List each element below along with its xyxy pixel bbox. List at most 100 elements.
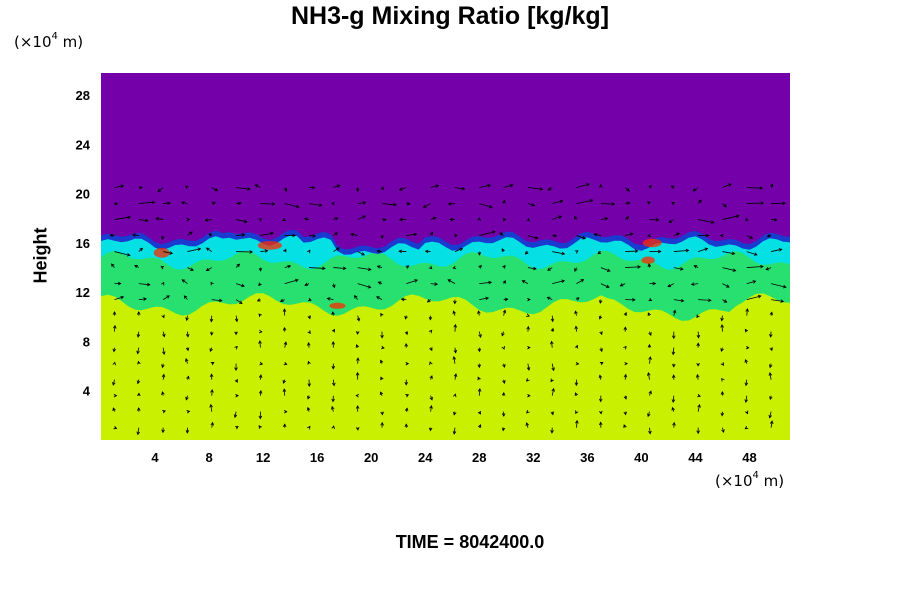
wind-arrow [235,393,239,398]
y-tick-label: 28 [76,88,90,103]
wind-arrow [477,424,482,428]
wind-arrow [134,264,140,269]
wind-arrow [477,251,482,256]
wind-arrow [259,361,264,366]
wind-arrow [671,331,676,340]
wind-arrow [112,361,117,366]
wind-arrow [307,425,311,430]
wind-arrow [746,235,754,239]
wind-arrow [575,297,580,301]
wind-arrow [623,326,628,332]
wind-arrow [547,267,553,271]
wind-arrow [720,315,724,322]
wind-arrow [600,216,609,221]
wind-arrow [479,203,493,209]
wind-arrow [722,299,728,303]
wind-arrow [209,347,213,352]
x-tick-label: 28 [472,450,486,465]
wind-arrow [406,279,419,284]
wind-arrow [771,201,787,206]
wind-arrow [205,267,212,272]
wind-arrow [745,345,750,350]
wind-arrow [332,283,336,289]
wind-arrow [769,331,773,338]
wind-arrow [405,394,410,398]
wind-arrow [697,403,701,412]
wind-arrow [429,405,433,412]
wind-arrow [449,217,455,222]
wind-arrow [477,217,481,222]
wind-arrow [209,373,214,380]
wind-arrow [527,393,531,398]
wind-arrow [671,347,676,356]
wind-arrow [138,200,156,205]
x-tick-label: 32 [526,450,540,465]
wind-arrow [304,217,310,221]
wind-arrow [258,411,263,420]
wind-arrow [355,344,360,348]
wind-arrow [404,407,409,412]
wind-arrow [647,372,651,380]
wind-arrow [546,296,553,300]
wind-arrow [526,313,530,317]
wind-arrow [282,326,287,332]
x-tick-label: 24 [418,450,433,465]
wind-arrow [283,361,288,366]
wind-arrow [479,183,492,188]
wind-arrow [768,372,773,380]
wind-arrow [429,375,433,380]
wind-arrow [671,406,675,412]
wind-arrow [307,379,312,387]
wind-arrow [673,267,684,271]
wind-arrow [357,283,372,289]
wind-arrow [623,395,628,400]
y-unit-label: (×104 m) [14,31,84,51]
y-tick-label: 4 [83,384,91,399]
wind-arrow [649,249,662,254]
wind-arrow [672,421,676,428]
wind-arrow [598,315,603,320]
x-tick-label: 44 [688,450,703,465]
wind-arrow [696,427,700,435]
wind-arrow [258,425,262,429]
wind-arrow [326,297,334,301]
wind-arrow [113,425,118,430]
wind-arrow [574,325,578,332]
wind-arrow [526,363,531,371]
wind-arrow [720,324,724,332]
wind-arrow [138,247,144,252]
wind-arrow [623,373,628,380]
wind-arrow [283,248,287,253]
wind-arrow [527,266,537,271]
wind-arrow [137,392,141,397]
wind-arrow [331,328,335,333]
x-tick-label: 12 [256,450,270,465]
wind-arrow [698,233,710,238]
wind-arrow [307,342,311,348]
y-tick-label: 20 [76,187,90,202]
wind-arrow [648,356,652,364]
wind-arrow [405,265,410,269]
wind-arrow [551,387,555,396]
wind-arrow [333,247,340,252]
wind-arrow [575,361,580,366]
wind-arrow [379,391,384,396]
wind-arrow [547,187,553,191]
wind-arrow [398,249,407,254]
wind-arrow [477,363,482,369]
wind-arrow [526,378,530,382]
wind-arrow [720,362,725,366]
wind-arrow [698,247,709,252]
wind-arrow [376,296,383,300]
wind-arrow [114,295,125,300]
wind-arrow [279,298,285,303]
wind-arrow [355,405,360,412]
wind-arrow [453,373,458,380]
wind-arrow [722,283,730,288]
wind-arrow [160,266,165,270]
wind-arrow [521,280,529,284]
wind-arrow [330,405,335,412]
wind-arrow [187,231,193,236]
wind-arrow [380,331,384,339]
